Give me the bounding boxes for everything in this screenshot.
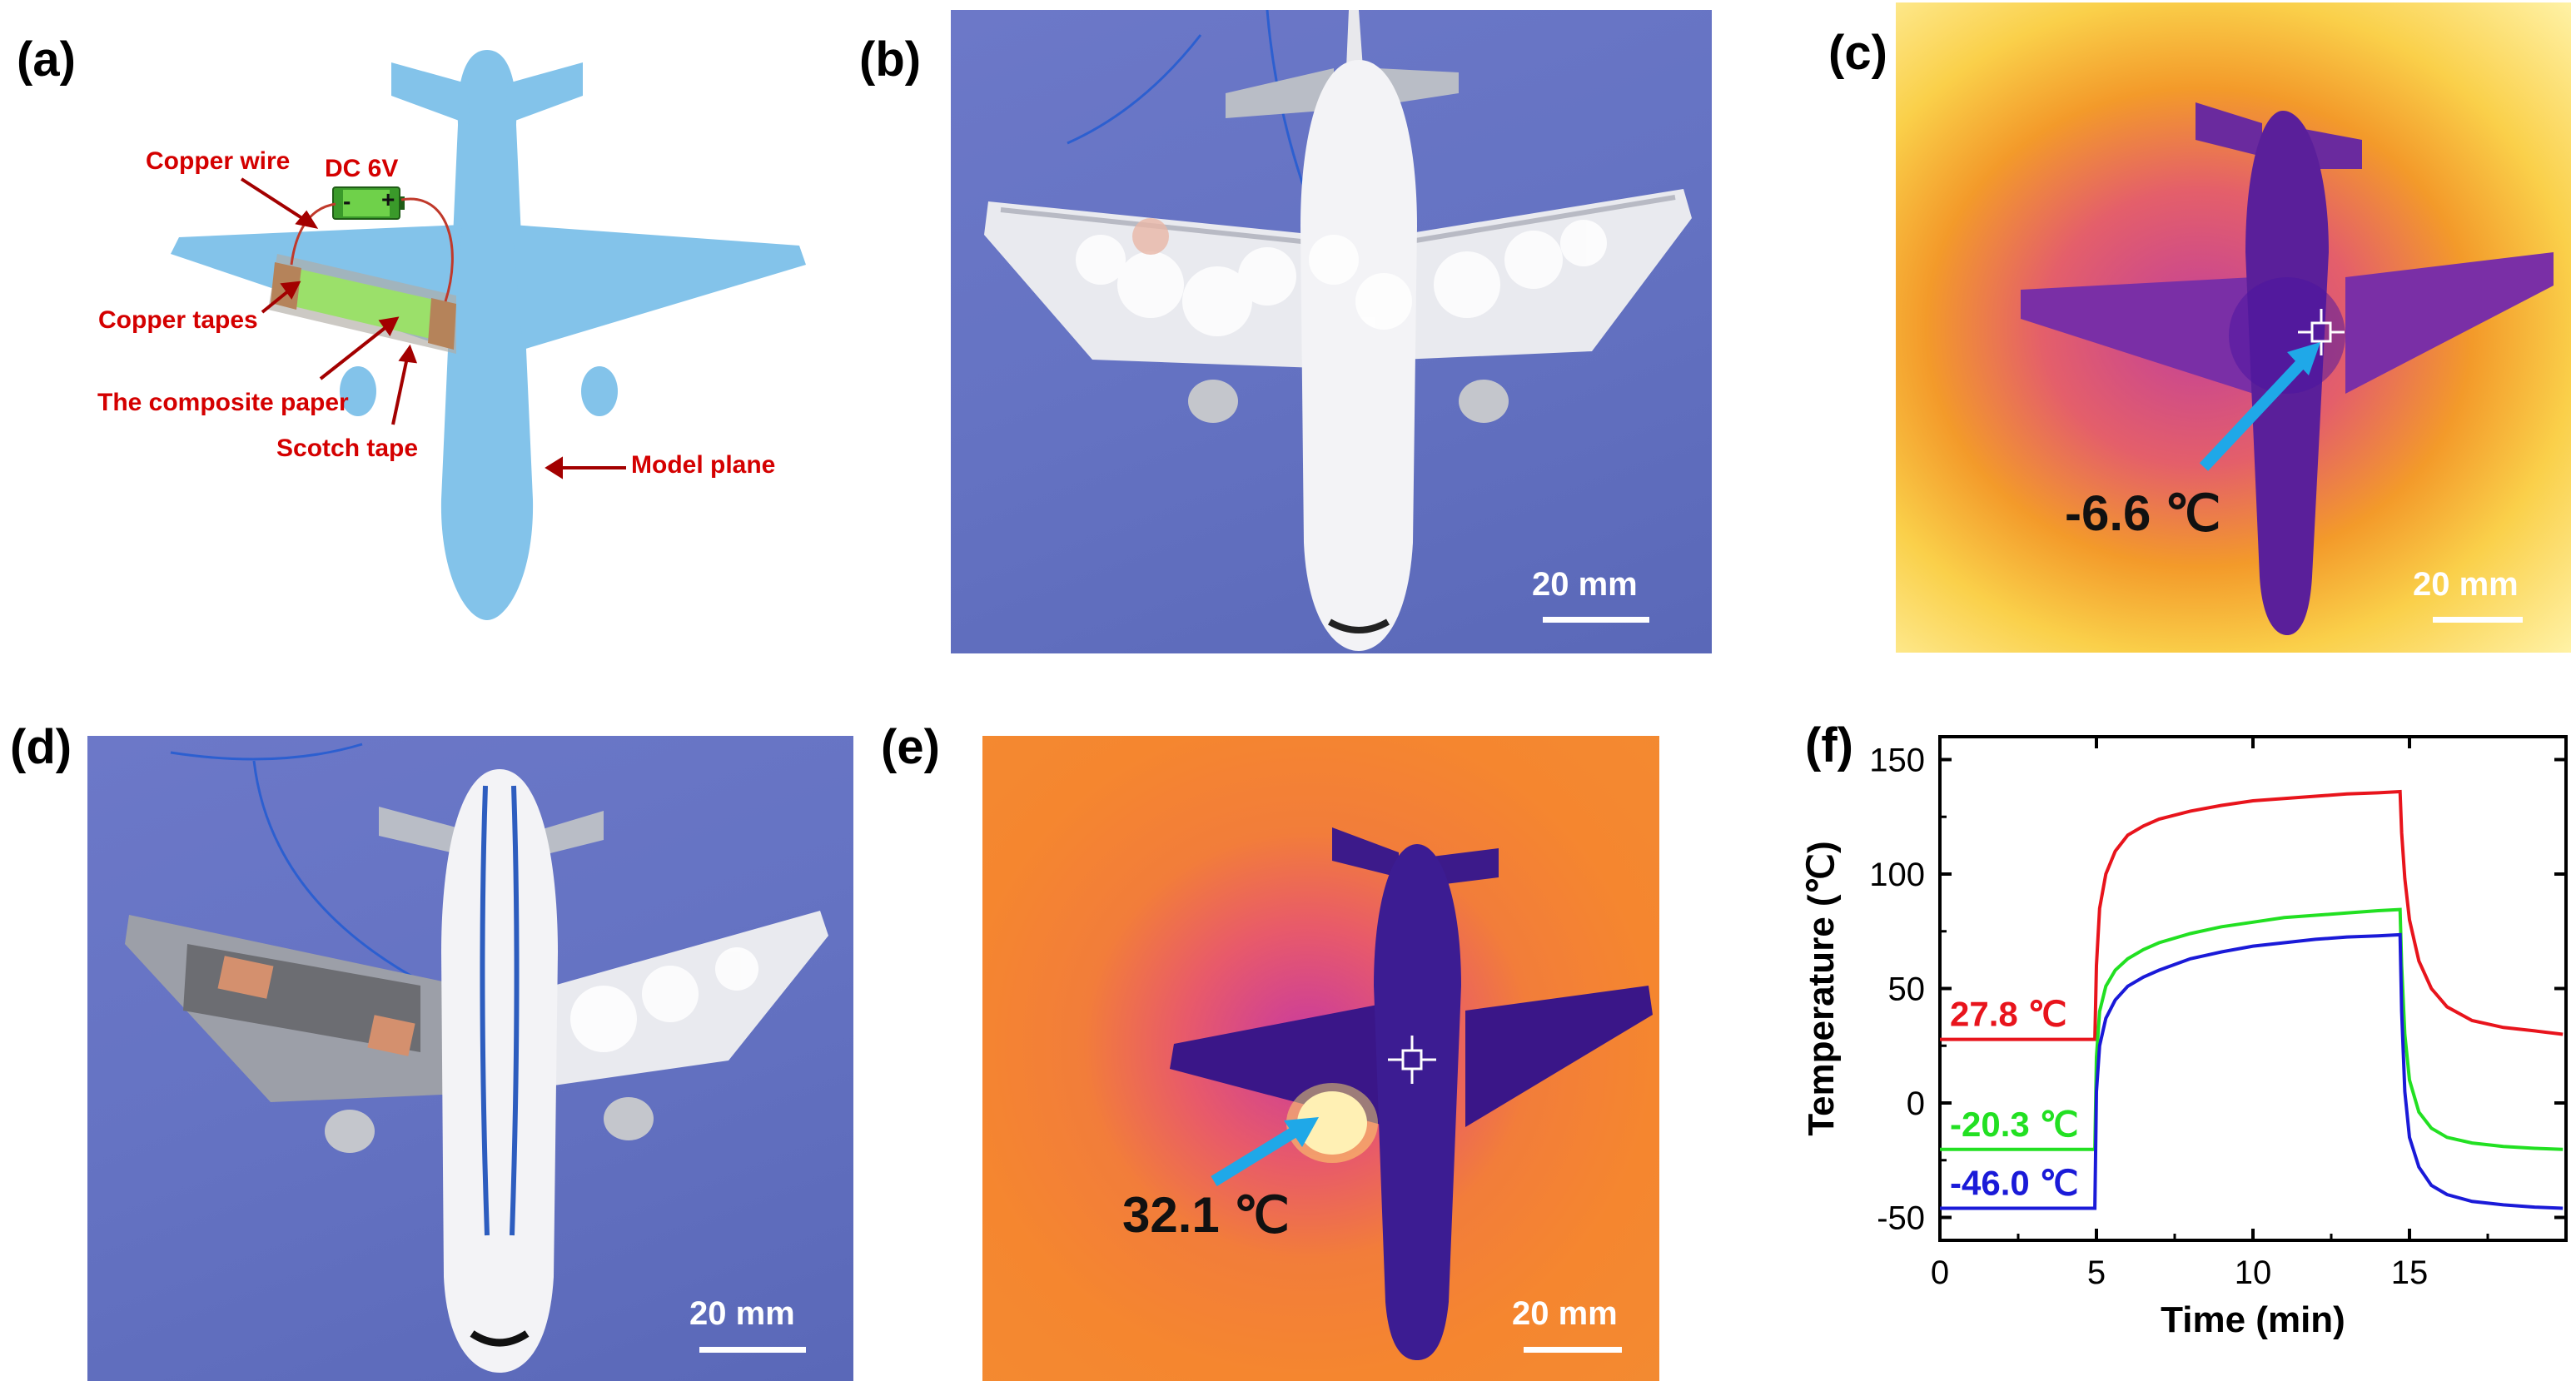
panel-c-scale-bar (2433, 617, 2523, 623)
panel-d-scale-label: 20 mm (689, 1295, 795, 1332)
panel-e-thermal-image (982, 736, 1659, 1381)
x-tick-label: 15 (2391, 1254, 2429, 1291)
panel-b-scale-bar (1543, 617, 1649, 623)
copper-wire-right (400, 197, 454, 302)
x-tick-label: 10 (2235, 1254, 2272, 1291)
panel-d-label: (d) (10, 720, 72, 774)
panel-c-scale-label: 20 mm (2413, 566, 2519, 603)
panel-e-scale-bar (1524, 1347, 1622, 1353)
panel-c-label: (c) (1828, 26, 1887, 80)
plane-silhouette-icon (171, 50, 806, 620)
panel-b-photo (951, 10, 1712, 653)
x-axis-label: Time (min) (2161, 1299, 2345, 1340)
series-line-1 (1940, 789, 2564, 1041)
panel-a-schematic (171, 50, 806, 620)
panel-c-thermal-image (1896, 2, 2571, 653)
copper-wire-annotation: Copper wire (146, 147, 291, 175)
crosshair-icon (2298, 309, 2345, 355)
panel-d-scale-bar (699, 1347, 806, 1353)
panel-e-temperature: 32.1 ℃ (1122, 1187, 1290, 1243)
y-tick-label: 50 (1888, 971, 1926, 1008)
frosted-plane-icon (984, 10, 1692, 651)
series-line-2 (1940, 907, 2564, 1151)
deiced-plane-icon (125, 743, 828, 1373)
dc-voltage-annotation: DC 6V (325, 155, 399, 182)
composite-paper-shape (283, 266, 441, 341)
series-label-3: -46.0 ℃ (1950, 1164, 2079, 1203)
battery-icon (332, 186, 405, 220)
x-tick-label: 0 (1931, 1254, 1949, 1291)
y-axis-label: Temperature (℃) (1801, 841, 1842, 1135)
y-tick-label: -50 (1877, 1200, 1925, 1237)
panel-e-scale-label: 20 mm (1512, 1295, 1618, 1332)
y-tick-label: 0 (1907, 1085, 1925, 1122)
model-plane-annotation: Model plane (631, 451, 776, 479)
panel-e-label: (e) (881, 720, 940, 774)
panel-f-label: (f) (1805, 718, 1853, 772)
series-line-3 (1940, 932, 2564, 1210)
panel-a-label: (a) (17, 32, 76, 87)
x-tick-label: 5 (2087, 1254, 2106, 1291)
thermal-plane-icon (2021, 102, 2554, 635)
panel-c-temperature: -6.6 ℃ (2065, 485, 2221, 541)
scotch-tape-annotation: Scotch tape (276, 435, 419, 462)
battery-plus: + (381, 186, 395, 212)
panel-b-scale-label: 20 mm (1532, 566, 1638, 603)
y-tick-label: 100 (1869, 857, 1925, 893)
series-label-2: -20.3 ℃ (1950, 1105, 2079, 1144)
thermal-plane-heated-icon (1170, 827, 1653, 1360)
composite-paper-annotation: The composite paper (97, 389, 349, 416)
panel-d-photo (87, 736, 853, 1381)
copper-tapes-annotation: Copper tapes (98, 306, 258, 334)
series-label-1: 27.8 ℃ (1950, 995, 2067, 1034)
panel-b-label: (b) (859, 32, 922, 87)
copper-tape-right (428, 298, 456, 350)
crosshair-icon (1388, 1036, 1436, 1084)
y-tick-label: 150 (1869, 743, 1925, 779)
battery-minus: - (343, 188, 351, 214)
